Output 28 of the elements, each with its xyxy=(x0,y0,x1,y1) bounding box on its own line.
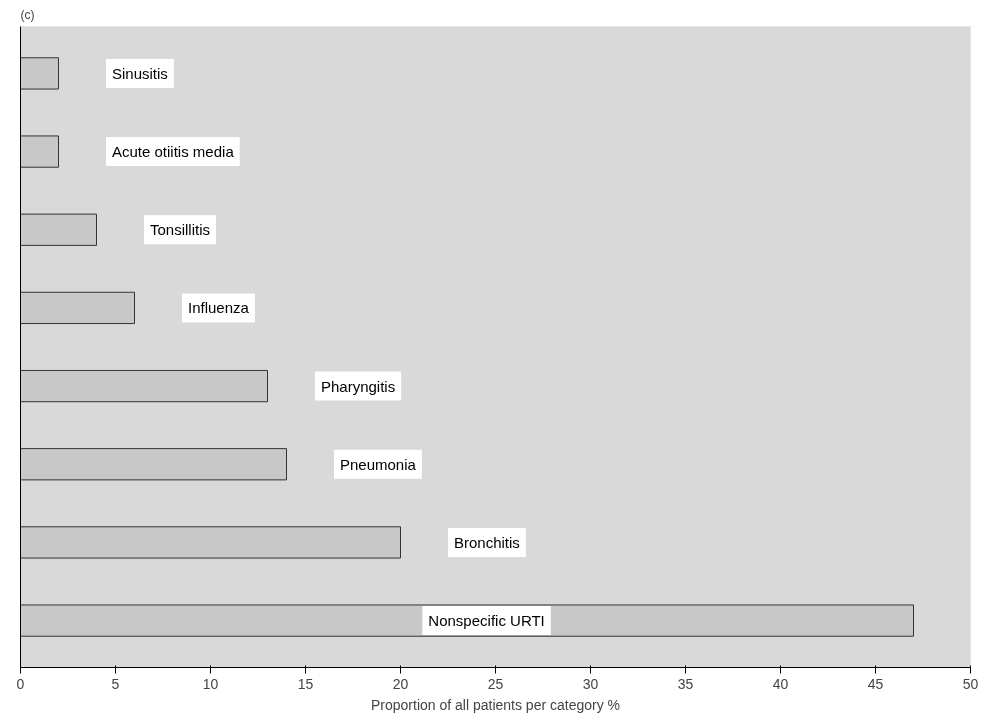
x-tick-label: 45 xyxy=(867,675,884,692)
bar xyxy=(20,291,135,325)
x-tick-label: 40 xyxy=(772,675,789,692)
y-tick-label: Pneumonia xyxy=(340,455,417,473)
x-tick-label: 30 xyxy=(582,675,599,692)
chart-title: (c) xyxy=(20,7,35,22)
x-tick-label: 25 xyxy=(487,675,504,692)
bar xyxy=(20,369,268,403)
y-tick-label: Nonspecific URTI xyxy=(428,612,545,630)
y-tick-label: Bronchitis xyxy=(454,533,520,551)
y-tick-label: Acute otiitis media xyxy=(112,143,235,161)
y-tick-label: Influenza xyxy=(188,299,250,317)
x-tick-label: 5 xyxy=(111,675,120,692)
bar xyxy=(20,213,97,246)
x-tick-label: 35 xyxy=(677,675,694,692)
x-tick-label: 0 xyxy=(16,675,25,692)
x-tick-label: 10 xyxy=(202,675,219,692)
bar xyxy=(20,526,401,559)
bar xyxy=(20,57,59,90)
bar xyxy=(20,448,287,481)
bar xyxy=(20,135,59,168)
y-tick-label: Sinusitis xyxy=(112,64,168,82)
y-tick-label: Pharyngitis xyxy=(321,377,396,395)
x-tick-label: 50 xyxy=(962,675,979,692)
x-tick-label: 20 xyxy=(392,675,409,692)
x-tick-label: 15 xyxy=(297,675,314,692)
x-axis-title: Proportion of all patients per category % xyxy=(370,696,621,713)
y-tick-label: Tonsillitis xyxy=(150,221,211,239)
